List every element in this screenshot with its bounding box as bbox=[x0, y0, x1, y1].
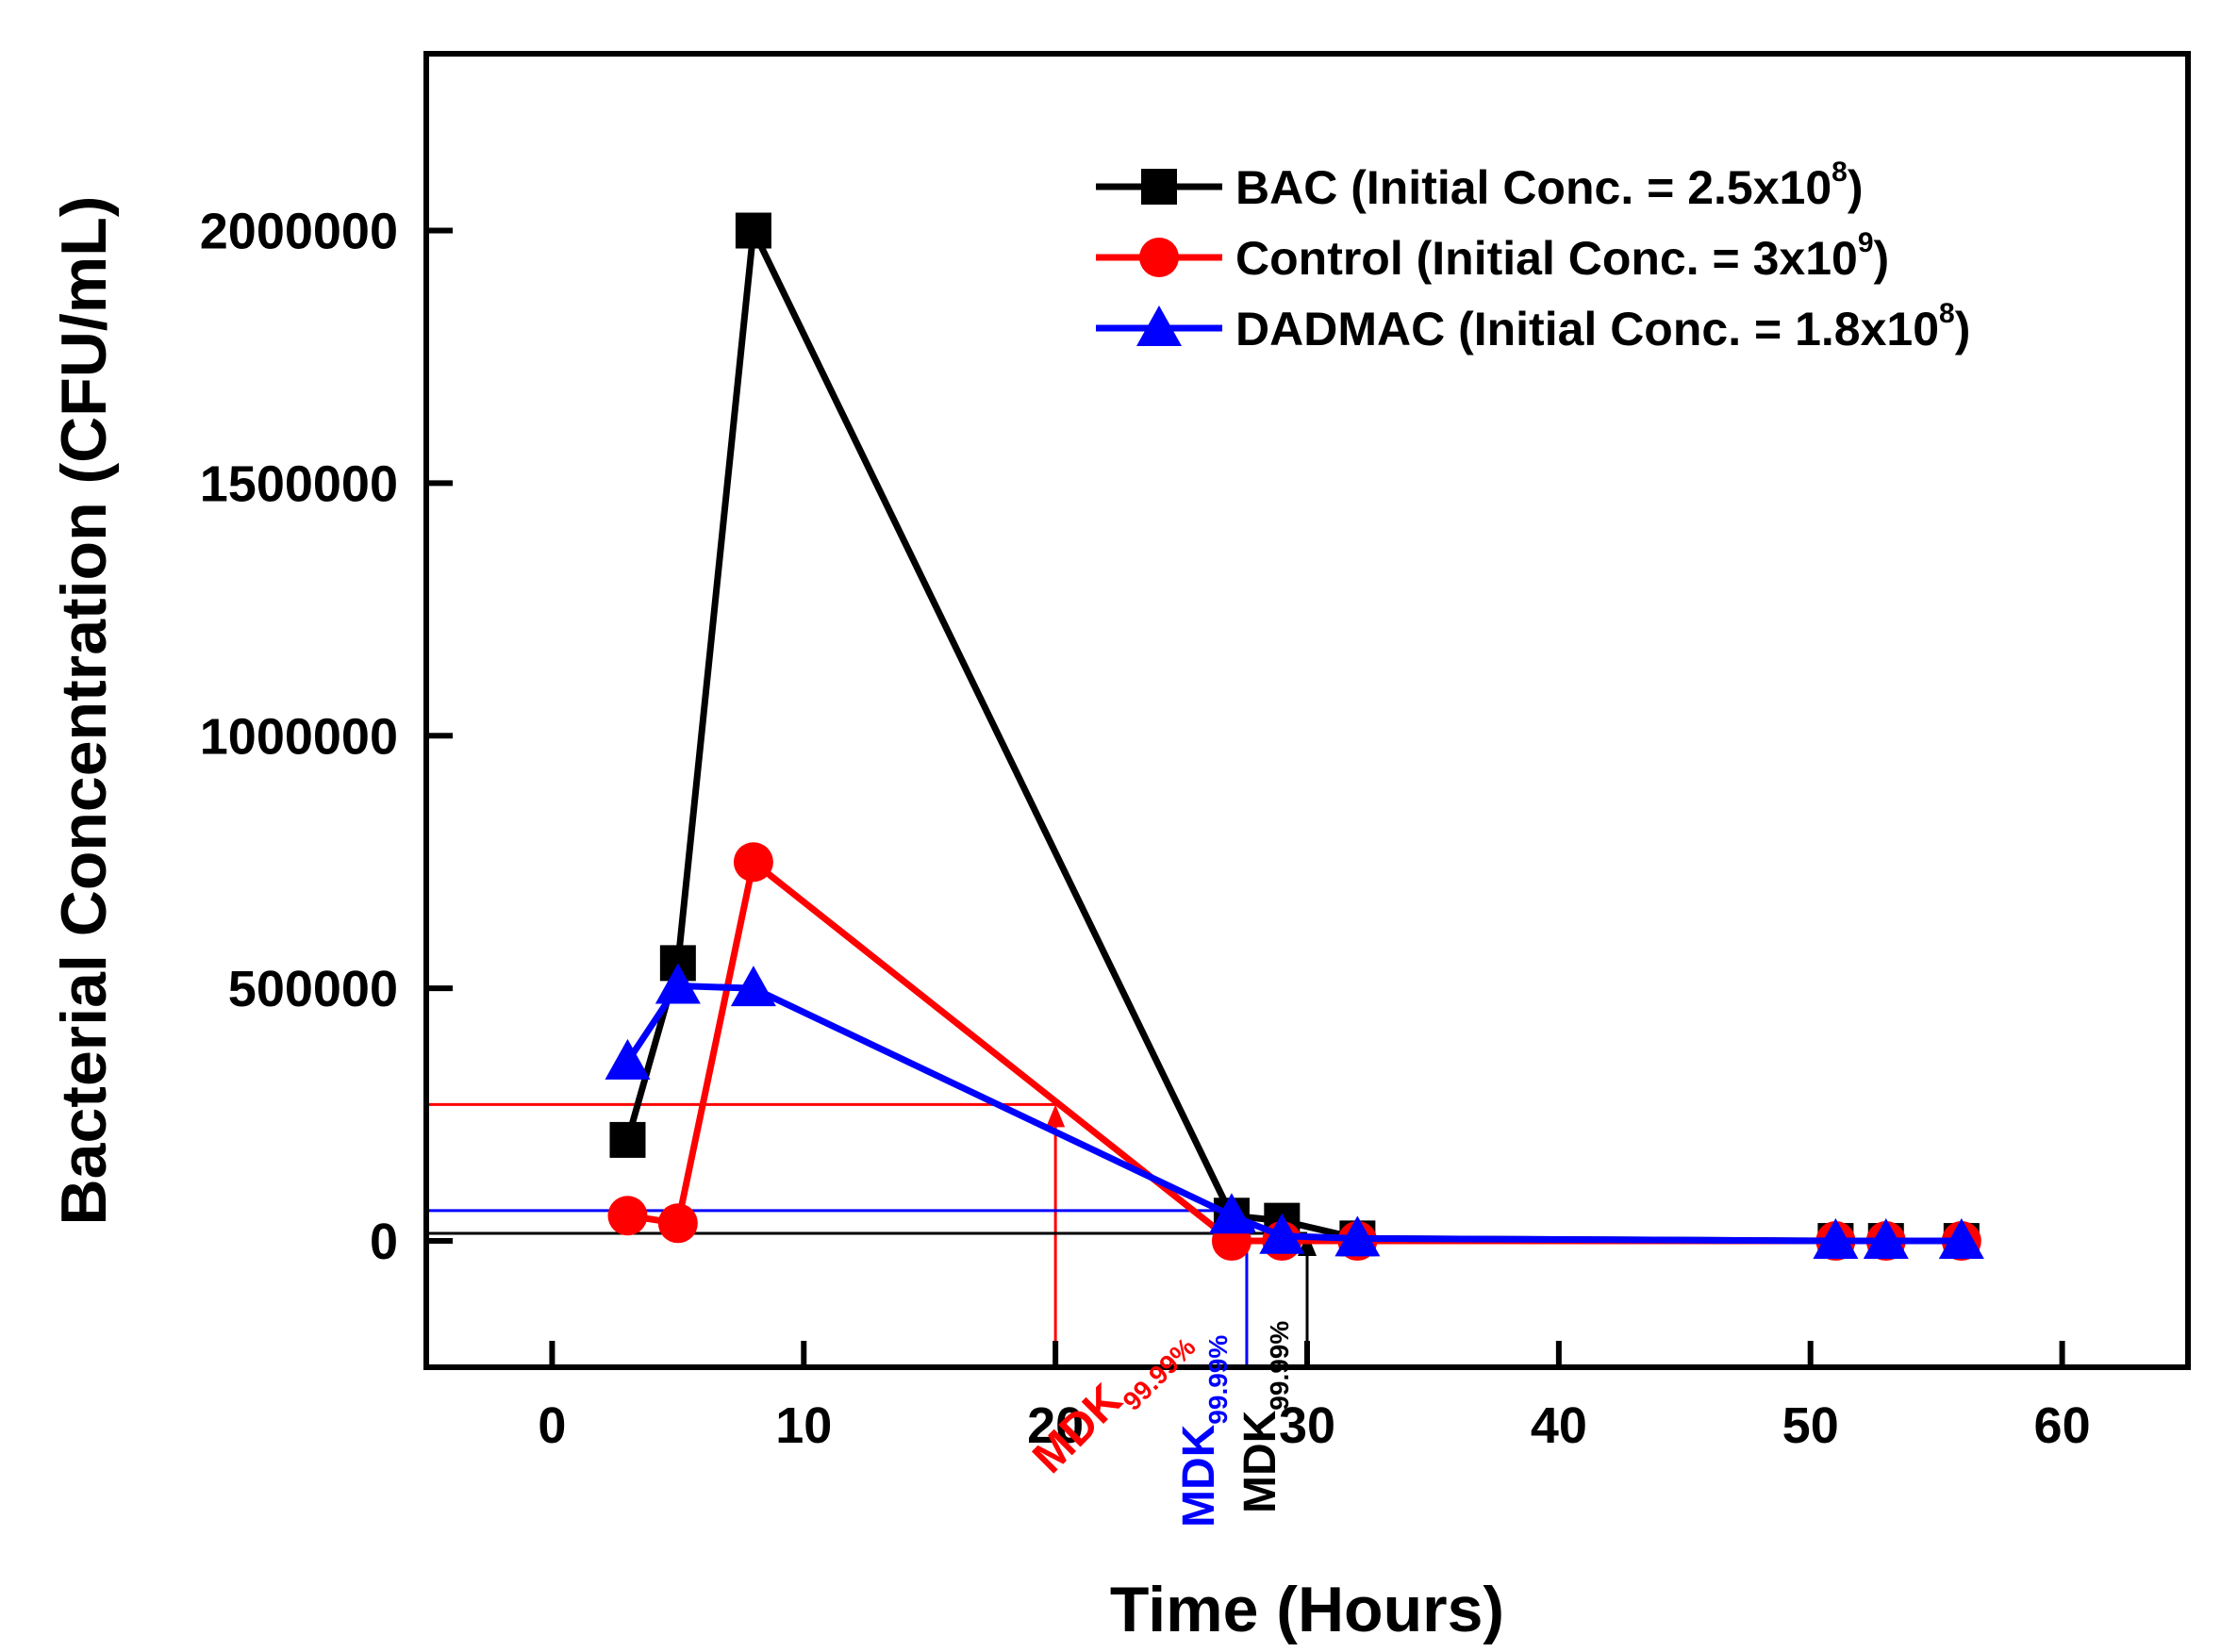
data-point bbox=[655, 963, 701, 1004]
y-tick-label: 500000 bbox=[228, 961, 398, 1017]
y-axis-title: Bacterial Concentration (CFU/mL) bbox=[48, 196, 120, 1226]
legend-marker bbox=[1136, 306, 1182, 346]
series-line-3 bbox=[624, 982, 1962, 1245]
legend-label-superscript: 9 bbox=[1858, 227, 1874, 258]
data-point bbox=[1259, 1213, 1305, 1254]
x-axis-title: Time (Hours) bbox=[1110, 1574, 1504, 1645]
x-tick-label: 40 bbox=[1531, 1397, 1587, 1454]
y-tick-label: 2000000 bbox=[200, 204, 398, 260]
mdk-label-3: MDK99.99% bbox=[1235, 1321, 1294, 1513]
data-point bbox=[1863, 1218, 1909, 1260]
legend-label: Control (Initial Conc. = 3x109) bbox=[1235, 227, 1889, 285]
plot-area bbox=[426, 212, 1984, 1367]
legend-entry-3: DADMAC (Initial Conc. = 1.8x108) bbox=[1096, 298, 1970, 355]
mdk-label-sub: 99.99% bbox=[1265, 1321, 1294, 1411]
x-tick-label: 20 bbox=[1027, 1397, 1084, 1454]
legend-entry-1: BAC (Initial Conc. = 2.5x108) bbox=[1096, 157, 1863, 214]
x-tick-label: 50 bbox=[1782, 1397, 1839, 1454]
data-point bbox=[1938, 1218, 1984, 1260]
mdk-label-sub: 99.99% bbox=[1203, 1335, 1233, 1425]
data-point bbox=[609, 1121, 646, 1158]
legend-label-superscript: 8 bbox=[1939, 298, 1955, 329]
legend-label-end: ) bbox=[1848, 161, 1864, 214]
legend-label: DADMAC (Initial Conc. = 1.8x108) bbox=[1235, 298, 1970, 355]
mdk-label-sub: 99.99% bbox=[1118, 1332, 1202, 1416]
data-point bbox=[605, 1038, 651, 1080]
legend-label-superscript: 8 bbox=[1831, 157, 1848, 188]
series-line-2 bbox=[626, 858, 1962, 1245]
legend-marker bbox=[1141, 169, 1177, 205]
data-point bbox=[1208, 1193, 1254, 1234]
data-point bbox=[735, 212, 771, 249]
legend-entry-2: Control (Initial Conc. = 3x109) bbox=[1096, 227, 1889, 285]
legend-marker bbox=[1139, 238, 1179, 277]
series-line-1 bbox=[624, 227, 1962, 1245]
data-point bbox=[733, 842, 773, 883]
axes: 0 10 20 30 40 50 60 0 500000 1000000 1500000 200000… bbox=[200, 51, 2191, 1528]
data-point bbox=[607, 1196, 648, 1236]
y-tick-label: 1500000 bbox=[200, 455, 398, 512]
mdk-arrowhead-1 bbox=[1046, 1104, 1066, 1128]
series-3 bbox=[605, 963, 1984, 1260]
series-1 bbox=[609, 212, 1980, 1260]
y-tick-label: 1000000 bbox=[200, 708, 398, 765]
x-tick-label: 0 bbox=[538, 1397, 566, 1454]
mdk-label-2: MDK99.99% bbox=[1174, 1335, 1233, 1528]
x-tick-label: 30 bbox=[1279, 1397, 1335, 1454]
legend-label-text: DADMAC (Initial Conc. = 1.8x10 bbox=[1235, 303, 1939, 355]
mdk-label-main: MDK bbox=[1235, 1410, 1285, 1513]
data-point bbox=[730, 966, 776, 1007]
legend-label-text: Control (Initial Conc. = 3x10 bbox=[1235, 232, 1858, 285]
x-tick-label: 10 bbox=[775, 1397, 832, 1454]
legend-label-text: BAC (Initial Conc. = 2.5x10 bbox=[1235, 161, 1831, 214]
legend: BAC (Initial Conc. = 2.5x108)Control (In… bbox=[1096, 157, 1970, 355]
y-tick-label: 0 bbox=[370, 1214, 398, 1270]
legend-label: BAC (Initial Conc. = 2.5x108) bbox=[1235, 157, 1863, 214]
data-point bbox=[657, 1203, 698, 1244]
legend-label-end: ) bbox=[1955, 303, 1971, 355]
mdk-label-main: MDK bbox=[1174, 1424, 1224, 1528]
data-point bbox=[1334, 1215, 1381, 1257]
x-tick-label: 60 bbox=[2034, 1397, 2091, 1454]
series-2 bbox=[607, 842, 1981, 1262]
data-point bbox=[1813, 1218, 1859, 1260]
legend-label-end: ) bbox=[1874, 232, 1890, 285]
